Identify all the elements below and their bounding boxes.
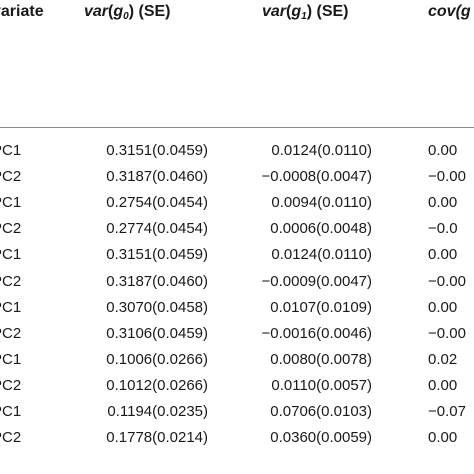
header-var-g1-suffix: (SE) [316,3,349,20]
row-var-g0: 0.2774(0.0454) [106,220,208,238]
table-row: PC2 0.1012(0.0266) 0.0110(0.0057) 0.00 [0,373,474,399]
row-var-g1: 0.0110(0.0057) [271,376,372,394]
header-covariate-label: variate [0,3,44,20]
row-cov: 0.02 [428,350,458,368]
row-cov: −0.00 [428,272,466,290]
row-covariate: PC1 [0,350,22,368]
row-covariate: PC1 [0,298,22,316]
table-row: PC2 0.2774(0.0454) 0.0006(0.0048) −0.0 [0,216,474,242]
header-var-g1-arg: g [291,3,302,20]
row-var-g1: 0.0360(0.0059) [270,429,372,447]
row-cov: 0.00 [428,376,458,394]
row-cov: 0.00 [428,246,458,264]
header-divider [0,127,474,128]
header-var-g0-fn: var [84,3,109,20]
header-cov-arg: (g [455,3,471,20]
row-covariate: PC2 [0,272,22,290]
row-var-g1: 0.0107(0.0109) [270,298,372,316]
row-var-g0: 0.3187(0.0460) [106,168,208,186]
row-cov: −0.0 [428,220,458,238]
header-var-g1-fn: var [262,3,287,20]
row-cov: −0.00 [428,168,466,186]
table-row: PC1 0.3070(0.0458) 0.0107(0.0109) 0.00 [0,295,474,321]
row-var-g1: −0.0008(0.0047) [261,168,372,186]
row-var-g1: 0.0094(0.0110) [271,194,372,212]
table-row: PC1 0.3151(0.0459) 0.0124(0.0110) 0.00 [0,138,474,164]
row-var-g0: 0.3070(0.0458) [106,298,208,316]
row-var-g1: 0.0080(0.0078) [270,350,372,368]
table-row: PC1 0.1194(0.0235) 0.0706(0.0103) −0.07 [0,399,474,425]
header-cov: cov(g [428,3,471,21]
row-covariate: PC1 [0,194,22,212]
table-row: PC2 0.3187(0.0460) −0.0008(0.0047) −0.00 [0,164,474,190]
row-var-g1: 0.0706(0.0103) [270,403,372,420]
header-var-g0-arg: g [113,3,124,20]
row-var-g0: 0.3151(0.0459) [106,246,208,264]
row-covariate: PC2 [0,168,22,186]
row-var-g0: 0.1012(0.0266) [106,376,208,394]
row-covariate: PC1 [0,246,22,264]
row-cov: 0.00 [428,429,458,447]
row-var-g0: 0.1778(0.0214) [106,429,208,447]
row-var-g1: −0.0009(0.0047) [261,272,372,290]
header-var-g1-open: ( [286,3,292,20]
row-cov: 0.00 [428,194,458,212]
row-covariate: PC2 [0,324,22,342]
row-var-g1: 0.0124(0.0110) [271,142,372,159]
table-row: PC1 0.1006(0.0266) 0.0080(0.0078) 0.02 [0,347,474,373]
row-var-g1: 0.0006(0.0048) [270,220,372,238]
row-cov: 0.00 [428,298,458,316]
row-var-g0: 0.2754(0.0454) [106,194,208,212]
header-var-g0-suffix: (SE) [138,3,171,20]
header-var-g1-close: ) [306,3,317,20]
header-var-g1-sub: 1 [301,11,307,22]
header-cov-fn: cov [428,3,456,20]
row-var-g0: 0.1194(0.0235) [107,403,208,420]
row-covariate: PC1 [0,142,22,159]
table-row: PC1 0.2754(0.0454) 0.0094(0.0110) 0.00 [0,190,474,216]
header-var-g0: var(g0) (SE) [84,3,170,22]
row-var-g1: 0.0124(0.0110) [271,246,372,264]
row-var-g0: 0.3151(0.0459) [106,142,208,159]
header-covariate: variate [0,3,44,21]
row-var-g1: −0.0016(0.0046) [261,324,372,342]
row-covariate: PC2 [0,376,22,394]
row-var-g0: 0.3106(0.0459) [106,324,208,342]
table-row: PC2 0.3106(0.0459) −0.0016(0.0046) −0.00 [0,321,474,347]
row-covariate: PC2 [0,429,22,447]
row-var-g0: 0.3187(0.0460) [106,272,208,290]
header-var-g0-close: ) [128,3,139,20]
table-row: PC2 0.1778(0.0214) 0.0360(0.0059) 0.00 [0,425,474,451]
row-covariate: PC2 [0,220,22,238]
row-cov: 0.00 [428,142,458,159]
header-var-g0-sub: 0 [123,11,129,22]
header-var-g0-open: ( [108,3,114,20]
row-covariate: PC1 [0,403,22,420]
table-row: PC2 0.3187(0.0460) −0.0009(0.0047) −0.00 [0,269,474,295]
row-cov: −0.07 [428,403,466,420]
row-cov: −0.00 [428,324,466,342]
row-var-g0: 0.1006(0.0266) [106,350,208,368]
header-var-g1: var(g1) (SE) [262,3,348,22]
table-row: PC1 0.3151(0.0459) 0.0124(0.0110) 0.00 [0,242,474,268]
